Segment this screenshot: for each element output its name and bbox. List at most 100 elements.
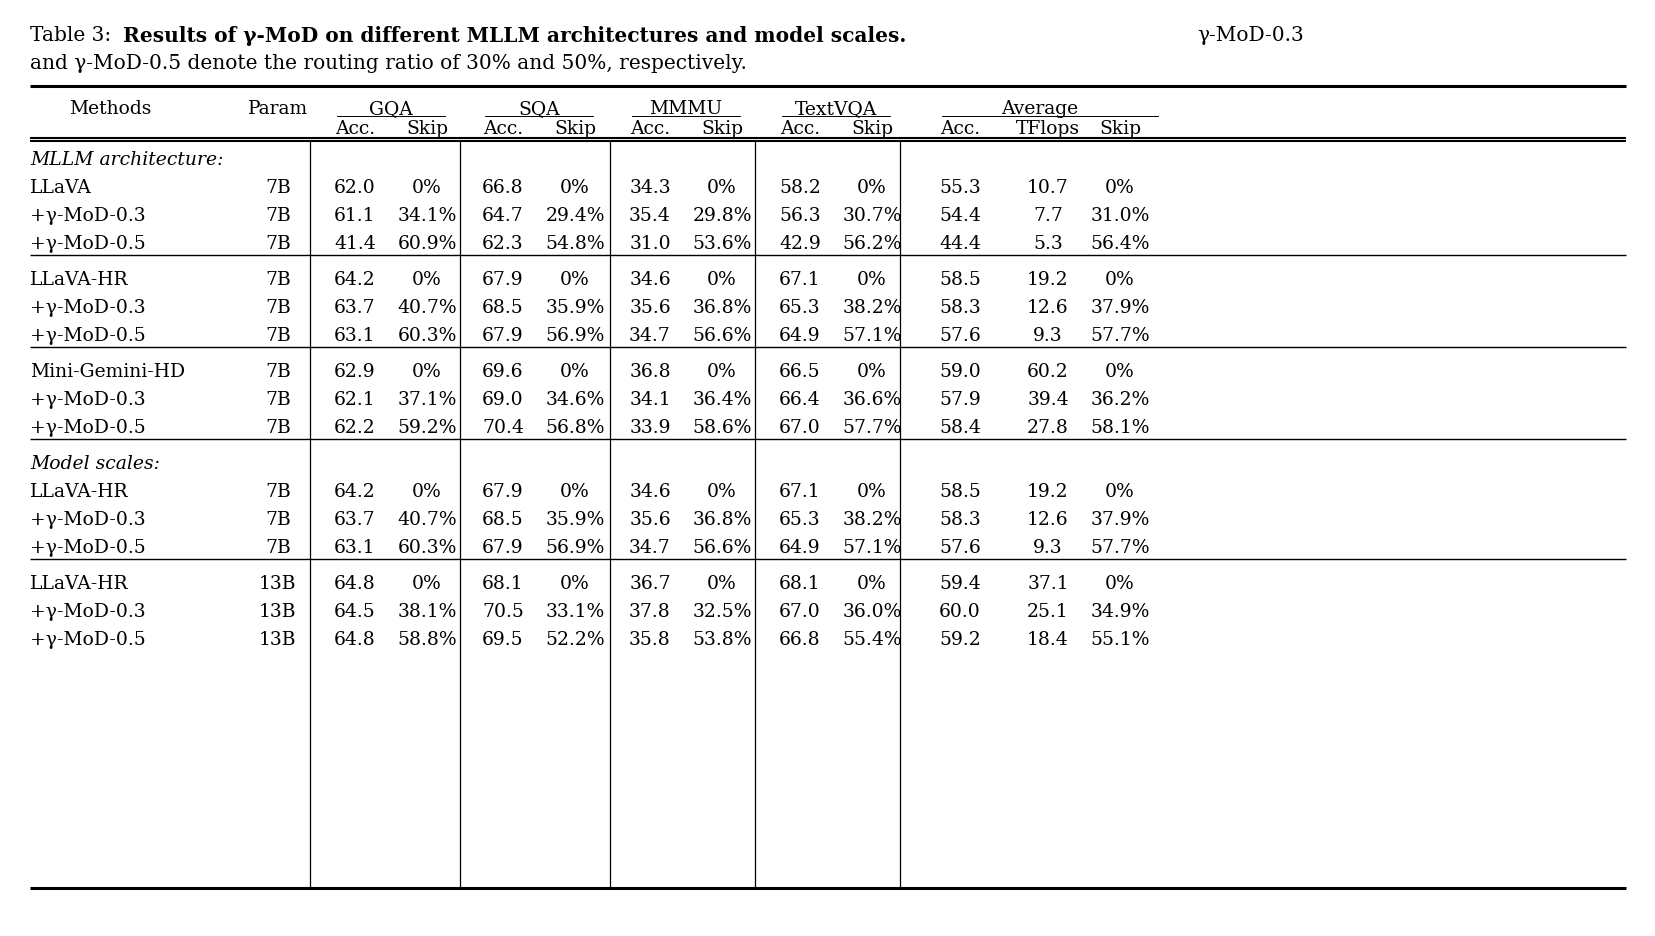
Text: 7B: 7B <box>265 327 291 345</box>
Text: 7B: 7B <box>265 299 291 317</box>
Text: 27.8: 27.8 <box>1026 419 1067 437</box>
Text: 13B: 13B <box>260 603 296 621</box>
Text: 13B: 13B <box>260 631 296 649</box>
Text: +γ-MoD-0.3: +γ-MoD-0.3 <box>30 299 146 317</box>
Text: 0%: 0% <box>857 179 887 197</box>
Text: 0%: 0% <box>412 575 442 593</box>
Text: 7B: 7B <box>265 179 291 197</box>
Text: 37.8: 37.8 <box>629 603 670 621</box>
Text: 12.6: 12.6 <box>1026 299 1067 317</box>
Text: Acc.: Acc. <box>334 120 374 138</box>
Text: 7B: 7B <box>265 419 291 437</box>
Text: 63.1: 63.1 <box>334 327 376 345</box>
Text: 44.4: 44.4 <box>938 235 980 253</box>
Text: 35.4: 35.4 <box>629 207 670 225</box>
Text: 34.3: 34.3 <box>629 179 670 197</box>
Text: 67.9: 67.9 <box>482 271 523 289</box>
Text: 58.5: 58.5 <box>938 271 980 289</box>
Text: 38.1%: 38.1% <box>397 603 457 621</box>
Text: +γ-MoD-0.5: +γ-MoD-0.5 <box>30 419 146 437</box>
Text: Skip: Skip <box>700 120 743 138</box>
Text: 34.6%: 34.6% <box>544 391 604 409</box>
Text: 0%: 0% <box>707 179 736 197</box>
Text: 0%: 0% <box>559 575 589 593</box>
Text: and γ-MoD-0.5 denote the routing ratio of 30% and 50%, respectively.: and γ-MoD-0.5 denote the routing ratio o… <box>30 54 746 73</box>
Text: 0%: 0% <box>857 271 887 289</box>
Text: 18.4: 18.4 <box>1026 631 1067 649</box>
Text: 64.7: 64.7 <box>482 207 523 225</box>
Text: 32.5%: 32.5% <box>692 603 751 621</box>
Text: 30.7%: 30.7% <box>842 207 902 225</box>
Text: 33.1%: 33.1% <box>544 603 604 621</box>
Text: +γ-MoD-0.3: +γ-MoD-0.3 <box>30 207 146 225</box>
Text: 64.2: 64.2 <box>334 271 376 289</box>
Text: 57.1%: 57.1% <box>842 539 902 557</box>
Text: 62.1: 62.1 <box>334 391 376 409</box>
Text: 36.8%: 36.8% <box>692 299 751 317</box>
Text: 64.2: 64.2 <box>334 483 376 501</box>
Text: 7.7: 7.7 <box>1033 207 1063 225</box>
Text: 69.0: 69.0 <box>482 391 523 409</box>
Text: 68.1: 68.1 <box>482 575 523 593</box>
Text: 67.0: 67.0 <box>778 603 821 621</box>
Text: 36.4%: 36.4% <box>692 391 751 409</box>
Text: 53.8%: 53.8% <box>692 631 751 649</box>
Text: 59.2: 59.2 <box>938 631 980 649</box>
Text: 29.8%: 29.8% <box>692 207 751 225</box>
Text: Model scales:: Model scales: <box>30 455 161 473</box>
Text: 34.1: 34.1 <box>629 391 670 409</box>
Text: Acc.: Acc. <box>940 120 980 138</box>
Text: 40.7%: 40.7% <box>397 299 457 317</box>
Text: 56.9%: 56.9% <box>544 327 604 345</box>
Text: Param: Param <box>248 100 308 118</box>
Text: 38.2%: 38.2% <box>842 299 902 317</box>
Text: 57.6: 57.6 <box>938 327 980 345</box>
Text: 7B: 7B <box>265 391 291 409</box>
Text: 0%: 0% <box>707 575 736 593</box>
Text: 7B: 7B <box>265 511 291 529</box>
Text: 7B: 7B <box>265 207 291 225</box>
Text: +γ-MoD-0.5: +γ-MoD-0.5 <box>30 631 146 649</box>
Text: 64.8: 64.8 <box>334 575 376 593</box>
Text: 58.1%: 58.1% <box>1089 419 1149 437</box>
Text: 56.2%: 56.2% <box>842 235 902 253</box>
Text: 0%: 0% <box>559 483 589 501</box>
Text: 68.5: 68.5 <box>482 511 523 529</box>
Text: 58.5: 58.5 <box>938 483 980 501</box>
Text: 64.9: 64.9 <box>780 327 821 345</box>
Text: 59.2%: 59.2% <box>397 419 457 437</box>
Text: 56.6%: 56.6% <box>692 539 751 557</box>
Text: 0%: 0% <box>412 271 442 289</box>
Text: 36.0%: 36.0% <box>842 603 900 621</box>
Text: 35.8: 35.8 <box>629 631 670 649</box>
Text: 0%: 0% <box>559 179 589 197</box>
Text: 68.1: 68.1 <box>780 575 821 593</box>
Text: 62.2: 62.2 <box>334 419 376 437</box>
Text: 0%: 0% <box>559 271 589 289</box>
Text: 64.8: 64.8 <box>334 631 376 649</box>
Text: +γ-MoD-0.5: +γ-MoD-0.5 <box>30 327 146 345</box>
Text: Acc.: Acc. <box>483 120 523 138</box>
Text: 58.6%: 58.6% <box>692 419 751 437</box>
Text: Average: Average <box>1001 100 1077 118</box>
Text: 0%: 0% <box>1104 271 1134 289</box>
Text: 0%: 0% <box>559 363 589 381</box>
Text: 36.2%: 36.2% <box>1089 391 1149 409</box>
Text: 63.7: 63.7 <box>334 299 376 317</box>
Text: 67.9: 67.9 <box>482 483 523 501</box>
Text: Acc.: Acc. <box>780 120 819 138</box>
Text: +γ-MoD-0.3: +γ-MoD-0.3 <box>30 603 146 621</box>
Text: +γ-MoD-0.5: +γ-MoD-0.5 <box>30 235 146 253</box>
Text: 66.4: 66.4 <box>780 391 821 409</box>
Text: TextVQA: TextVQA <box>794 100 877 118</box>
Text: Skip: Skip <box>554 120 596 138</box>
Text: 58.3: 58.3 <box>938 299 980 317</box>
Text: 34.7: 34.7 <box>629 539 670 557</box>
Text: 37.9%: 37.9% <box>1089 299 1149 317</box>
Text: 66.8: 66.8 <box>482 179 523 197</box>
Text: 60.2: 60.2 <box>1026 363 1067 381</box>
Text: LLaVA-HR: LLaVA-HR <box>30 483 129 501</box>
Text: 0%: 0% <box>857 575 887 593</box>
Text: 10.7: 10.7 <box>1026 179 1067 197</box>
Text: 59.0: 59.0 <box>938 363 980 381</box>
